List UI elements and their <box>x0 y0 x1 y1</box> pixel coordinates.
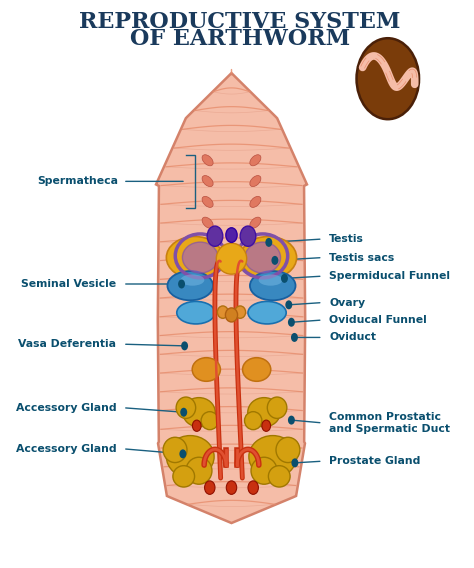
Ellipse shape <box>202 238 213 249</box>
Ellipse shape <box>192 358 220 381</box>
Ellipse shape <box>240 236 297 279</box>
Ellipse shape <box>202 176 213 187</box>
Ellipse shape <box>202 217 213 228</box>
Ellipse shape <box>245 412 262 429</box>
Text: Spermatheca: Spermatheca <box>37 176 118 186</box>
Circle shape <box>265 238 272 247</box>
Circle shape <box>272 256 278 265</box>
Ellipse shape <box>235 306 246 318</box>
Circle shape <box>281 274 288 283</box>
Circle shape <box>285 300 292 310</box>
Text: Testis sacs: Testis sacs <box>329 253 394 262</box>
Ellipse shape <box>250 154 261 166</box>
Ellipse shape <box>176 397 196 419</box>
Text: OF EARTHWORM: OF EARTHWORM <box>130 28 350 51</box>
Ellipse shape <box>182 398 215 427</box>
Circle shape <box>288 318 295 327</box>
Ellipse shape <box>226 308 237 322</box>
Circle shape <box>291 333 298 342</box>
Text: Oviducal Funnel: Oviducal Funnel <box>329 315 427 325</box>
Circle shape <box>192 420 201 431</box>
Ellipse shape <box>245 242 281 273</box>
Ellipse shape <box>202 154 213 166</box>
Text: REPRODUCTIVE SYSTEM: REPRODUCTIVE SYSTEM <box>80 11 401 34</box>
Circle shape <box>179 449 186 458</box>
Circle shape <box>240 226 256 247</box>
Ellipse shape <box>166 236 223 279</box>
Ellipse shape <box>248 398 280 427</box>
Ellipse shape <box>250 176 261 187</box>
Circle shape <box>226 481 237 494</box>
Ellipse shape <box>202 197 213 207</box>
Ellipse shape <box>250 271 295 300</box>
Ellipse shape <box>268 466 290 487</box>
Ellipse shape <box>167 271 213 300</box>
Text: Vasa Deferentia: Vasa Deferentia <box>18 339 117 349</box>
Circle shape <box>180 408 187 417</box>
Text: Spermiducal Funnel: Spermiducal Funnel <box>329 271 450 281</box>
Text: Accessory Gland: Accessory Gland <box>16 403 117 413</box>
Circle shape <box>248 481 258 494</box>
Circle shape <box>226 228 237 243</box>
Ellipse shape <box>259 274 283 286</box>
Text: Prostate Gland: Prostate Gland <box>329 456 420 466</box>
Ellipse shape <box>166 436 214 478</box>
Circle shape <box>262 420 271 431</box>
Ellipse shape <box>267 397 287 419</box>
Ellipse shape <box>186 457 212 485</box>
Ellipse shape <box>250 217 261 228</box>
Circle shape <box>181 341 188 350</box>
Ellipse shape <box>251 457 277 485</box>
Ellipse shape <box>218 306 228 318</box>
Ellipse shape <box>243 358 271 381</box>
Circle shape <box>292 458 298 467</box>
Polygon shape <box>156 73 307 523</box>
Circle shape <box>356 38 419 119</box>
Text: Ovary: Ovary <box>329 298 365 307</box>
Ellipse shape <box>177 302 215 324</box>
Circle shape <box>205 481 215 494</box>
Ellipse shape <box>182 242 218 273</box>
Ellipse shape <box>250 197 261 207</box>
Text: Testis: Testis <box>329 234 364 244</box>
Circle shape <box>288 416 295 425</box>
Ellipse shape <box>248 302 286 324</box>
Ellipse shape <box>163 437 187 462</box>
Ellipse shape <box>249 436 297 478</box>
Circle shape <box>207 226 223 247</box>
Ellipse shape <box>276 437 300 462</box>
Text: Seminal Vesicle: Seminal Vesicle <box>21 279 117 289</box>
Ellipse shape <box>173 466 195 487</box>
Text: Common Prostatic
and Spermatic Duct: Common Prostatic and Spermatic Duct <box>329 412 450 434</box>
Ellipse shape <box>201 412 219 429</box>
Text: Accessory Gland: Accessory Gland <box>16 444 117 454</box>
Ellipse shape <box>250 238 261 249</box>
Ellipse shape <box>181 274 204 286</box>
Ellipse shape <box>216 243 246 274</box>
Circle shape <box>178 279 185 289</box>
Text: Oviduct: Oviduct <box>329 332 376 343</box>
